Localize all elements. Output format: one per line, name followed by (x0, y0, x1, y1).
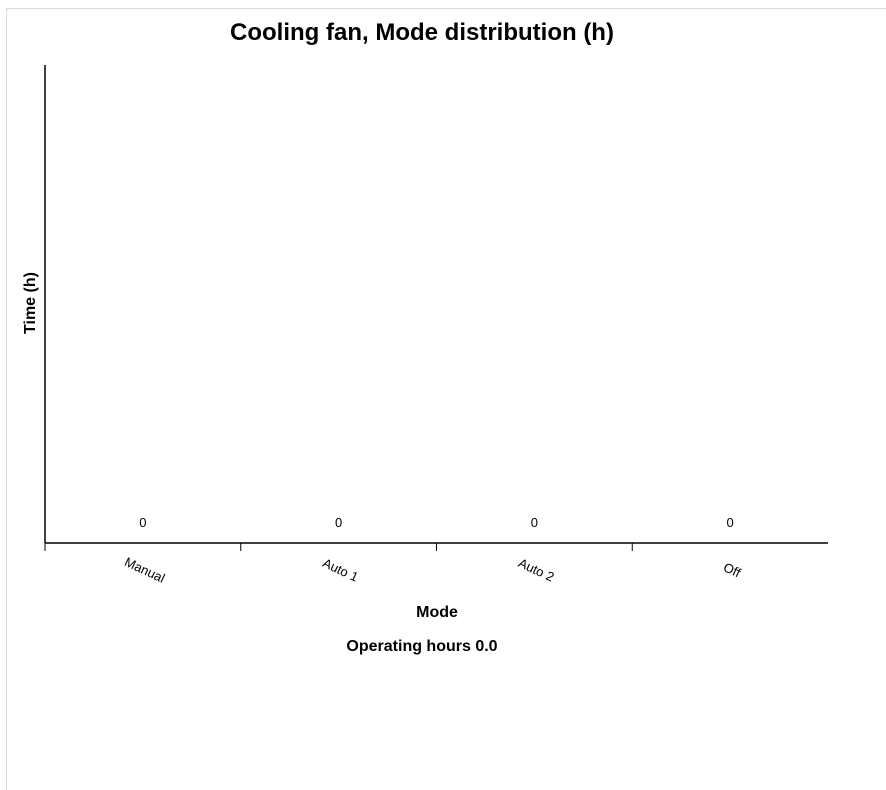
chart-title: Cooling fan, Mode distribution (h) (230, 19, 614, 46)
data-label: 0 (727, 515, 734, 530)
bars-layer: 0 0 0 0 (139, 515, 733, 530)
x-tick-label: Off (721, 560, 743, 581)
x-tick-label: Auto 1 (320, 555, 360, 584)
x-axis-title: Mode (416, 604, 458, 621)
data-label: 0 (335, 515, 342, 530)
x-ticks-layer: Manual Auto 1 Auto 2 Off (44, 543, 743, 586)
operating-hours-label: Operating hours 0.0 (346, 638, 497, 655)
x-tick-label: Auto 2 (516, 555, 556, 584)
data-label: 0 (531, 515, 538, 530)
data-label: 0 (139, 515, 146, 530)
y-axis-title: Time (h) (22, 272, 39, 334)
x-tick-label: Manual (122, 554, 167, 586)
chart-frame (6, 8, 886, 790)
